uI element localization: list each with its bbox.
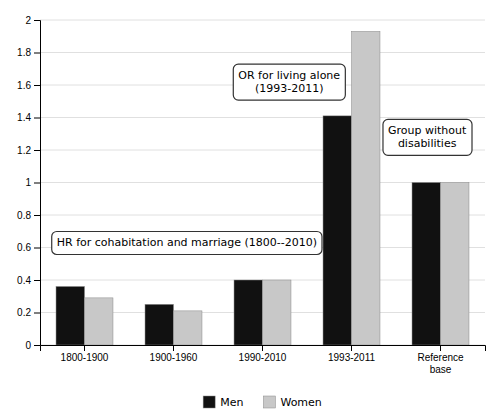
y-tick-mark	[34, 20, 40, 21]
y-tick-label: 0.6	[17, 242, 31, 253]
bar	[145, 304, 173, 345]
x-tick: 1993-2011	[328, 345, 376, 363]
x-tick-label-line: 1993-2011	[328, 352, 376, 363]
legend-label: Women	[280, 396, 321, 409]
grid-line	[40, 117, 485, 118]
bar	[352, 31, 380, 345]
bar	[174, 311, 202, 345]
x-tick-label: 1900-1960	[150, 352, 198, 363]
y-tick: 0.6	[17, 242, 40, 253]
y-tick-label: 1	[25, 177, 31, 188]
y-tick-mark	[34, 85, 40, 86]
legend-swatch	[263, 396, 275, 408]
bar	[56, 287, 84, 346]
y-tick: 2	[25, 15, 40, 26]
y-tick-mark	[34, 183, 40, 184]
plot: 0 0.2 0.4 0.6 0.8 1 1.2 1.4 1.6 1.8 2 1800-1900 1900…	[17, 15, 485, 375]
grid-line	[40, 20, 485, 21]
bar	[323, 116, 351, 345]
bar	[85, 298, 113, 345]
y-axis: 0 0.2 0.4 0.6 0.8 1 1.2 1.4 1.6 1.8 2	[17, 15, 40, 351]
annotation-line: disabilities	[398, 137, 457, 150]
y-tick-label: 0.4	[17, 275, 31, 286]
annotation-box	[233, 64, 345, 100]
chart: 0 0.2 0.4 0.6 0.8 1 1.2 1.4 1.6 1.8 2 1800-1900 1900…	[0, 0, 500, 420]
bars	[56, 31, 469, 345]
y-tick-label: 0	[25, 340, 31, 351]
y-tick-label: 1.2	[17, 145, 31, 156]
legend-swatch	[203, 396, 215, 408]
x-tick-label: 1990-2010	[239, 352, 287, 363]
y-tick: 1.2	[17, 145, 40, 156]
y-tick: 1	[25, 177, 40, 188]
y-tick: 1.6	[17, 80, 40, 91]
annotation: HR for cohabitation and marriage (1800--…	[52, 231, 322, 254]
legend-label: Men	[220, 396, 243, 409]
y-tick: 0.2	[17, 307, 40, 318]
x-tick-label: Referencebase	[417, 352, 464, 375]
x-tick-mark	[440, 345, 441, 351]
annotation-line: (1993-2011)	[255, 82, 324, 95]
y-tick-mark	[34, 118, 40, 119]
annotations: OR for living alone(1993-2011) HR for coh…	[52, 64, 472, 254]
y-tick-mark	[34, 345, 40, 346]
y-tick-mark	[34, 280, 40, 281]
x-tick-mark	[173, 345, 174, 351]
y-tick: 0.4	[17, 275, 40, 286]
y-tick-label: 1.6	[17, 80, 31, 91]
annotation-box	[52, 231, 322, 254]
x-tick-mark	[262, 345, 263, 351]
x-axis-line	[41, 346, 486, 352]
x-axis: 1800-1900 1900-1960 1990-2010 1993-2011 Refe…	[41, 345, 486, 375]
annotation: Group withoutdisabilities	[383, 119, 472, 155]
annotation: OR for living alone(1993-2011)	[233, 64, 345, 100]
y-tick-mark	[34, 313, 40, 314]
x-tick-mark	[351, 345, 352, 351]
x-tick-label-line: 1800-1900	[61, 352, 109, 363]
annotation-line: HR for cohabitation and marriage (1800--…	[57, 236, 317, 249]
x-tick: 1900-1960	[150, 345, 198, 363]
x-tick: Referencebase	[417, 345, 464, 375]
bar	[441, 183, 469, 346]
y-tick-mark	[34, 248, 40, 249]
grid-line	[40, 52, 485, 53]
y-tick-mark	[34, 53, 40, 54]
grid	[40, 20, 485, 345]
y-tick-label: 1.8	[17, 47, 31, 58]
y-tick: 0	[25, 340, 40, 351]
bar	[412, 183, 440, 346]
y-tick-mark	[34, 215, 40, 216]
y-tick: 1.8	[17, 47, 40, 58]
legend: Men Women	[203, 396, 322, 409]
legend-item: Men	[203, 396, 243, 409]
y-tick: 1.4	[17, 112, 40, 123]
annotation-line: OR for living alone	[238, 69, 340, 82]
x-tick-label: 1800-1900	[61, 352, 109, 363]
y-tick-label: 1.4	[17, 112, 31, 123]
x-tick-mark	[84, 345, 85, 351]
bar	[234, 280, 262, 345]
y-tick-mark	[34, 150, 40, 151]
x-tick-label: 1993-2011	[328, 352, 376, 363]
annotation-text: HR for cohabitation and marriage (1800--…	[57, 236, 317, 249]
x-tick-label-line: Reference	[417, 352, 464, 363]
y-tick: 0.8	[17, 210, 40, 221]
x-tick-label-line: base	[430, 364, 452, 375]
annotation-text: OR for living alone(1993-2011)	[238, 69, 340, 95]
y-tick-label: 0.2	[17, 307, 31, 318]
bar	[263, 280, 291, 345]
x-tick: 1990-2010	[239, 345, 287, 363]
x-tick-label-line: 1990-2010	[239, 352, 287, 363]
bar-series	[85, 31, 469, 345]
x-tick: 1800-1900	[61, 345, 109, 363]
x-tick-label-line: 1900-1960	[150, 352, 198, 363]
annotation-line: Group without	[388, 124, 467, 137]
legend-item: Women	[263, 396, 321, 409]
annotation-box	[383, 119, 472, 155]
y-axis-line	[34, 21, 41, 346]
y-tick-label: 0.8	[17, 210, 31, 221]
y-tick-label: 2	[25, 15, 31, 26]
annotation-text: Group withoutdisabilities	[388, 124, 467, 150]
